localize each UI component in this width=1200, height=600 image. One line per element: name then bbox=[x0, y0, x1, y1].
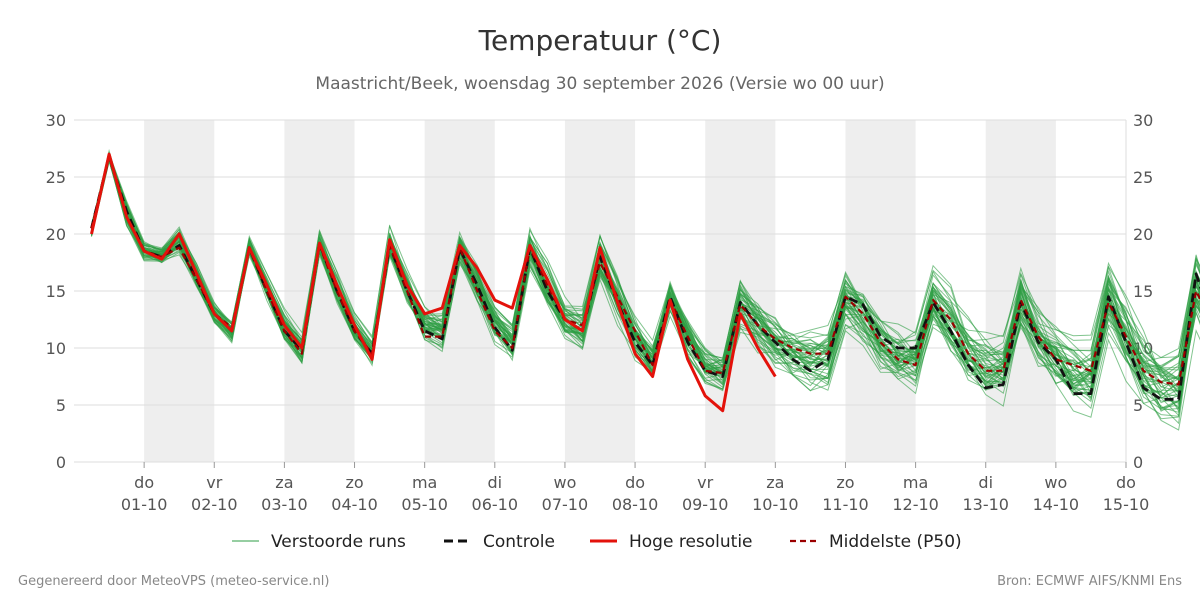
x-tick-date-11: 12-10 bbox=[892, 495, 939, 514]
x-tick-date-13: 14-10 bbox=[1033, 495, 1080, 514]
legend-label-2: Hoge resolutie bbox=[629, 532, 753, 552]
x-tick-date-12: 13-10 bbox=[962, 495, 1009, 514]
footer-generated-by: Gegenereerd door MeteoVPS (meteo-service… bbox=[18, 574, 329, 589]
y-tick-right-0: 0 bbox=[1133, 453, 1143, 472]
x-tick-date-7: 08-10 bbox=[612, 495, 659, 514]
x-tick-day-9: za bbox=[766, 473, 784, 492]
y-tick-right-25: 25 bbox=[1133, 168, 1153, 187]
x-tick-day-7: do bbox=[625, 473, 645, 492]
chart-title: Temperatuur (°C) bbox=[478, 24, 722, 57]
x-tick-day-6: wo bbox=[553, 473, 576, 492]
y-axis-left: 0 5 10 15 20 25 30 bbox=[46, 111, 66, 472]
y-tick-left-20: 20 bbox=[46, 225, 66, 244]
legend-label-0: Verstoorde runs bbox=[271, 532, 406, 552]
x-tick-day-13: wo bbox=[1044, 473, 1067, 492]
x-tick-date-4: 05-10 bbox=[401, 495, 448, 514]
main-series-lines bbox=[90, 152, 1200, 413]
x-tick-date-5: 06-10 bbox=[472, 495, 519, 514]
x-tick-date-10: 11-10 bbox=[822, 495, 869, 514]
x-axis: do 01-10 vr 02-10 za 03-10 zo 04-10 ma 05-10 di 06-… bbox=[121, 462, 1149, 514]
x-tick-day-2: za bbox=[275, 473, 293, 492]
footer-source: Bron: ECMWF AIFS/KNMI Ens bbox=[997, 574, 1182, 589]
y-tick-right-30: 30 bbox=[1133, 111, 1153, 130]
x-tick-day-11: ma bbox=[903, 473, 928, 492]
x-tick-day-12: di bbox=[978, 473, 993, 492]
x-tick-day-4: ma bbox=[412, 473, 437, 492]
x-tick-day-0: do bbox=[134, 473, 154, 492]
x-tick-date-3: 04-10 bbox=[331, 495, 378, 514]
ensemble-member-45 bbox=[91, 158, 1200, 394]
y-tick-left-15: 15 bbox=[46, 282, 66, 301]
y-tick-left-25: 25 bbox=[46, 168, 66, 187]
legend-label-3: Middelste (P50) bbox=[829, 532, 962, 552]
y-tick-right-5: 5 bbox=[1133, 396, 1143, 415]
x-tick-date-9: 10-10 bbox=[752, 495, 799, 514]
series-line-red-solid bbox=[90, 152, 777, 413]
legend-label-1: Controle bbox=[483, 532, 555, 552]
x-tick-date-2: 03-10 bbox=[261, 495, 308, 514]
y-tick-left-0: 0 bbox=[56, 453, 66, 472]
y-tick-right-20: 20 bbox=[1133, 225, 1153, 244]
y-tick-left-5: 5 bbox=[56, 396, 66, 415]
x-tick-date-1: 02-10 bbox=[191, 495, 238, 514]
x-tick-day-1: vr bbox=[206, 473, 222, 492]
y-tick-right-15: 15 bbox=[1133, 282, 1153, 301]
x-tick-day-8: vr bbox=[697, 473, 713, 492]
y-tick-left-10: 10 bbox=[46, 339, 66, 358]
y-tick-left-30: 30 bbox=[46, 111, 66, 130]
x-tick-day-3: zo bbox=[345, 473, 363, 492]
x-tick-date-14: 15-10 bbox=[1103, 495, 1150, 514]
x-tick-date-0: 01-10 bbox=[121, 495, 168, 514]
x-tick-date-6: 07-10 bbox=[542, 495, 589, 514]
legend: Verstoorde runs Controle Hoge resolutie Mid… bbox=[232, 532, 962, 552]
x-tick-day-14: do bbox=[1116, 473, 1136, 492]
chart-subtitle: Maastricht/Beek, woensdag 30 september 2… bbox=[315, 74, 884, 94]
grid-lines bbox=[74, 119, 1127, 463]
x-tick-day-10: zo bbox=[836, 473, 854, 492]
x-tick-day-5: di bbox=[487, 473, 502, 492]
x-tick-date-8: 09-10 bbox=[682, 495, 729, 514]
